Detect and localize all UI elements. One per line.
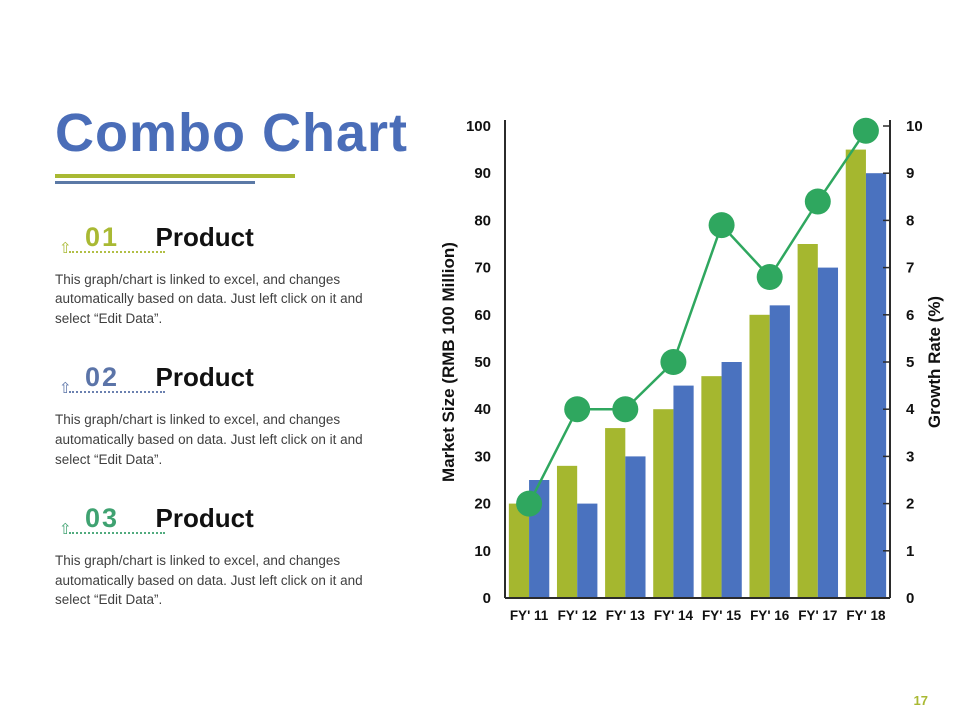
combo-chart[interactable]: 0 10 20 30 40 50 60 70 80 90 100 0 1 2 3 4 5 6 7 8 9 10 FY' 11… [440, 108, 960, 643]
left-axis-title: Market Size (RMB 100 Million) [440, 242, 458, 482]
market-size-series-2-bar [625, 456, 646, 598]
left-axis-tick-label: 90 [474, 165, 491, 182]
market-size-series-2-bar [865, 173, 887, 598]
market-size-series-1-bar [749, 314, 770, 598]
market-size-series-1-bar [701, 376, 722, 598]
x-axis-category-label: FY' 15 [702, 608, 742, 623]
right-axis-tick-label: 9 [906, 165, 914, 182]
right-axis-tick-label: 1 [906, 543, 914, 560]
market-size-series-2-bar [673, 385, 694, 598]
market-size-series-1-bar [845, 149, 866, 598]
left-axis-tick-label: 10 [474, 543, 491, 560]
product-header: ⇧ 03 Product [55, 499, 425, 537]
product-section: ⇧ 03 Product This graph/chart is linked … [55, 499, 425, 610]
page-title: Combo Chart [55, 103, 408, 163]
market-size-series-2-bar [577, 503, 598, 598]
right-axis-tick-label: 5 [906, 354, 914, 371]
dotted-line [69, 532, 165, 535]
product-header: ⇧ 02 Product [55, 358, 425, 396]
right-axis-title: Growth Rate (%) [925, 296, 944, 428]
x-axis-category-label: FY' 17 [798, 608, 837, 623]
right-axis-tick-label: 3 [906, 448, 914, 465]
left-axis-tick-label: 40 [474, 401, 491, 418]
right-axis-tick-label: 6 [906, 307, 914, 324]
growth-rate-point [852, 117, 879, 144]
combo-chart-svg[interactable]: 0 10 20 30 40 50 60 70 80 90 100 0 1 2 3 4 5 6 7 8 9 10 FY' 11… [440, 108, 960, 643]
growth-rate-point [756, 264, 783, 290]
right-axis-tick-label: 10 [906, 118, 923, 135]
market-size-series-2-bar [721, 362, 742, 598]
left-axis-tick-label: 70 [474, 260, 491, 277]
left-axis-tick-label: 60 [474, 307, 491, 324]
x-axis-category-label: FY' 12 [558, 608, 597, 623]
underline-olive [55, 173, 295, 178]
up-arrow-icon: ⇧ [59, 239, 72, 257]
growth-rate-point [804, 188, 831, 215]
right-axis-tick-label: 4 [906, 401, 915, 418]
market-size-series-1-bar [508, 503, 530, 598]
left-column: Combo Chart ⇧ 01 Product This graph/char… [55, 105, 425, 610]
dotted-line [69, 391, 165, 394]
left-axis-tick-label: 30 [474, 448, 491, 465]
product-section: ⇧ 02 Product This graph/chart is linked … [55, 358, 425, 469]
title-underline [55, 173, 425, 188]
x-axis-category-label: FY' 13 [606, 608, 646, 623]
x-axis-category-label: FY' 11 [510, 608, 549, 623]
product-description: This graph/chart is linked to excel, and… [55, 553, 363, 608]
product-number: 01 [85, 221, 120, 252]
left-axis-tick-label: 0 [483, 590, 491, 607]
page-number: 17 [913, 693, 928, 708]
product-title: Product [155, 362, 254, 393]
right-axis-tick-label: 7 [906, 260, 914, 277]
growth-rate-point [564, 396, 591, 423]
market-size-series-1-bar [653, 409, 674, 598]
product-list: ⇧ 01 Product This graph/chart is linked … [55, 218, 425, 610]
right-axis-tick-label: 2 [906, 496, 914, 513]
product-description: This graph/chart is linked to excel, and… [55, 412, 363, 467]
underline-blue [55, 180, 255, 184]
up-arrow-icon: ⇧ [59, 380, 72, 398]
product-title: Product [155, 503, 254, 534]
left-axis-tick-label: 20 [474, 496, 491, 513]
growth-rate-point [708, 212, 735, 239]
left-axis-tick-label: 100 [466, 118, 491, 135]
x-axis-category-label: FY' 18 [846, 608, 886, 623]
left-axis-tick-label: 80 [474, 212, 491, 229]
right-axis-tick-label: 8 [906, 212, 914, 229]
dotted-line [69, 250, 165, 253]
left-axis-tick-label: 50 [474, 354, 491, 371]
product-section: ⇧ 01 Product This graph/chart is linked … [55, 218, 425, 329]
x-axis-category-label: FY' 14 [654, 608, 694, 623]
product-number: 03 [85, 503, 120, 534]
right-axis-tick-label: 0 [906, 590, 914, 607]
x-axis-category-label: FY' 16 [750, 608, 790, 623]
market-size-series-1-bar [556, 465, 578, 598]
product-title: Product [155, 221, 254, 252]
market-size-series-2-bar [769, 305, 790, 598]
market-size-series-1-bar [605, 428, 626, 598]
product-header: ⇧ 01 Product [55, 218, 425, 256]
up-arrow-icon: ⇧ [59, 521, 72, 539]
growth-rate-point [612, 396, 639, 423]
product-number: 02 [85, 362, 120, 393]
growth-rate-point [516, 490, 543, 517]
product-description: This graph/chart is linked to excel, and… [55, 271, 363, 326]
growth-rate-point [660, 349, 687, 375]
market-size-series-1-bar [797, 244, 818, 598]
market-size-series-2-bar [817, 267, 839, 598]
